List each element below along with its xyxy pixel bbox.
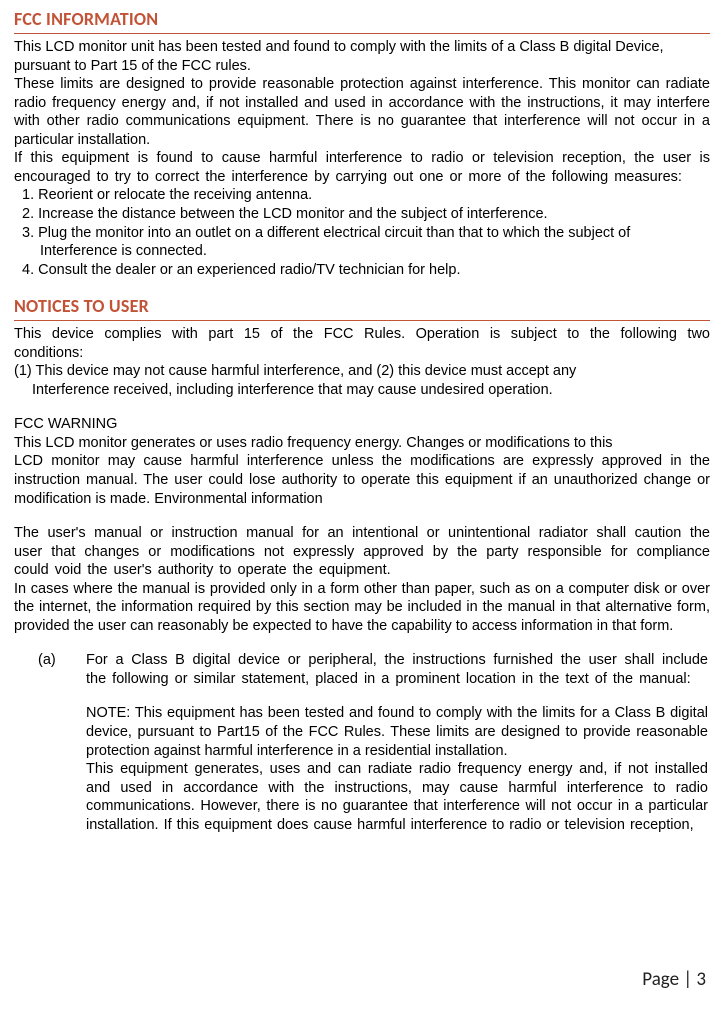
list-item: 4. Consult the dealer or an experienced … [22,261,710,280]
body-text: The user's manual or instruction manual … [14,524,710,580]
fcc-warning-head: FCC WARNING [14,415,710,434]
body-text: If this equipment is found to cause harm… [14,149,710,186]
page-number: Page | 3 [642,968,706,992]
measures-list: 1. Reorient or relocate the receiving an… [14,186,710,279]
body-text: This device complies with part 15 of the… [14,325,710,362]
body-text: For a Class B digital device or peripher… [86,651,708,688]
body-text: (1) This device may not cause harmful in… [14,362,710,381]
heading-first: FCC I [14,8,51,30]
list-item: 3. Plug the monitor into an outlet on a … [22,224,710,261]
subsection-marker: (a) [14,651,72,834]
body-text: In cases where the manual is provided on… [14,580,710,636]
subsection-a: (a) For a Class B digital device or peri… [14,651,710,834]
heading-rest: NFORMATION [51,8,158,30]
body-text: NOTE: This equipment has been tested and… [86,704,708,760]
section-heading-notices: NOTICES TO USER [14,295,710,321]
body-text: This LCD monitor generates or uses radio… [14,434,710,453]
section-heading-fcc: FCC INFORMATION [14,8,710,34]
body-text: LCD monitor may cause harmful interferen… [14,452,710,508]
body-text: These limits are designed to provide rea… [14,75,710,149]
body-text: This equipment generates, uses and can r… [86,760,708,834]
body-text: This LCD monitor unit has been tested an… [14,38,710,75]
body-text: Interference received, including interfe… [14,381,710,400]
list-item: 1. Reorient or relocate the receiving an… [22,186,710,205]
list-item: 2. Increase the distance between the LCD… [22,205,710,224]
